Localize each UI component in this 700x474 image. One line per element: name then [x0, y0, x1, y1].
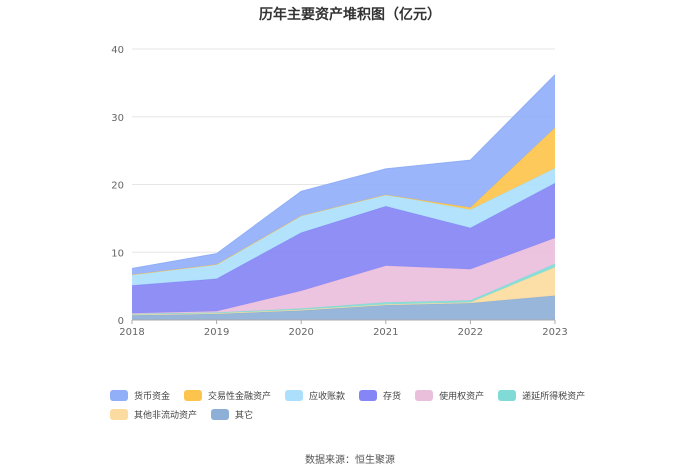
legend-swatch — [359, 389, 378, 401]
x-tick-label: 2021 — [373, 327, 398, 338]
x-tick-label: 2022 — [458, 327, 483, 338]
legend: 货币资金 交易性金融资产 应收账款 存货 使用权资产 递延所得税资产其他非流动资产 其它 — [110, 388, 630, 421]
legend-item[interactable]: 使用权资产 — [415, 388, 484, 402]
legend-item[interactable]: 应收账款 — [285, 388, 345, 402]
legend-item[interactable]: 存货 — [359, 388, 401, 402]
chart-title: 历年主要资产堆积图（亿元） — [259, 7, 441, 23]
legend-swatch — [415, 389, 434, 401]
legend-label: 交易性金融资产 — [208, 391, 272, 402]
legend-label: 应收账款 — [309, 391, 346, 402]
legend-item[interactable]: 交易性金融资产 — [184, 388, 271, 402]
area-series-4 — [132, 183, 555, 314]
legend-label: 其他非流动资产 — [134, 410, 198, 421]
y-tick-label: 20 — [111, 181, 124, 192]
legend-swatch — [285, 389, 304, 401]
area-series-7 — [132, 74, 555, 275]
legend-label: 其它 — [235, 410, 254, 421]
legend-item[interactable]: 其它 — [211, 407, 253, 421]
area-edge-7 — [131, 74, 556, 269]
legend-label: 存货 — [383, 391, 402, 402]
data-source-note: 数据来源：恒生聚源 — [305, 455, 395, 466]
legend-item[interactable]: 其他非流动资产 — [110, 407, 197, 421]
legend-swatch — [211, 408, 230, 420]
area-series-2 — [132, 263, 555, 315]
legend-swatch — [110, 408, 128, 420]
y-tick-label: 40 — [111, 45, 124, 56]
legend-swatch — [110, 389, 128, 401]
x-tick-label: 2020 — [288, 327, 313, 338]
y-tick-label: 10 — [111, 248, 124, 259]
area-series-3 — [132, 238, 555, 314]
y-tick-label: 30 — [111, 113, 124, 124]
legend-item[interactable]: 货币资金 — [110, 388, 170, 402]
y-tick-label: 0 — [118, 316, 124, 327]
area-series-5 — [132, 168, 555, 286]
x-tick-label: 2023 — [542, 327, 567, 338]
legend-swatch — [498, 389, 517, 401]
legend-label: 递延所得税资产 — [522, 391, 586, 402]
legend-label: 使用权资产 — [439, 391, 485, 402]
legend-swatch — [184, 389, 203, 401]
x-tick-label: 2018 — [119, 327, 144, 338]
area-series-0 — [132, 295, 555, 320]
x-tick-label: 2019 — [204, 327, 229, 338]
legend-item[interactable]: 递延所得税资产 — [498, 388, 585, 402]
legend-label: 货币资金 — [134, 391, 171, 402]
